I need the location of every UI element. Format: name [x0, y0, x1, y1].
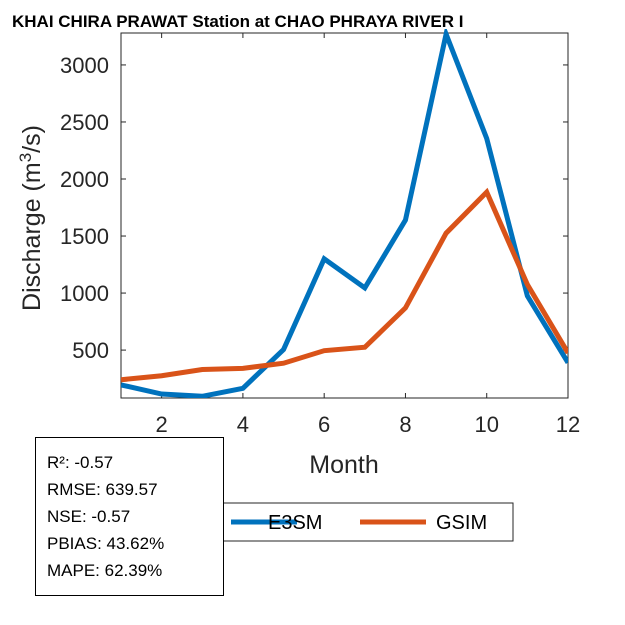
x-tick-label: 4: [237, 412, 249, 437]
y-tick-label: 2500: [60, 110, 109, 135]
stat-rmse: RMSE: 639.57: [47, 480, 158, 499]
y-tick-label: 1500: [60, 224, 109, 249]
plot-area: 2 4 6 8 10 12 500 1000 1500 2000 2500 3000: [60, 29, 580, 437]
stat-pbias: PBIAS: 43.62%: [47, 534, 165, 553]
legend-label-e3sm: E3SM: [268, 512, 322, 534]
x-tick-label: 12: [556, 412, 580, 437]
stat-r2: R²: -0.57: [47, 453, 114, 472]
y-tick-label: 2000: [60, 167, 109, 192]
plot-frame: [120, 32, 569, 399]
x-tick-label: 6: [318, 412, 330, 437]
y-tick-label: 1000: [60, 281, 109, 306]
y-tick-label: 500: [72, 338, 109, 363]
stat-mape: MAPE: 62.39%: [47, 561, 163, 580]
x-axis-label: Month: [309, 451, 378, 479]
stats-box: R²: -0.57 RMSE: 639.57 NSE: -0.57 PBIAS:…: [35, 437, 224, 596]
x-tick-label: 2: [156, 412, 168, 437]
series-line-gsim: [121, 187, 568, 383]
x-tick-label: 10: [474, 412, 498, 437]
series-line-e3sm: [121, 29, 568, 398]
legend-label-gsim: GSIM: [436, 512, 487, 534]
x-tick-label: 8: [399, 412, 411, 437]
y-axis-label: Discharge (m3/s): [16, 125, 46, 311]
stat-nse: NSE: -0.57: [47, 507, 131, 526]
y-tick-label: 3000: [60, 53, 109, 78]
legend: E3SM GSIM: [221, 502, 514, 542]
chart-title: KHAI CHIRA PRAWAT Station at CHAO PHRAYA…: [12, 12, 464, 31]
